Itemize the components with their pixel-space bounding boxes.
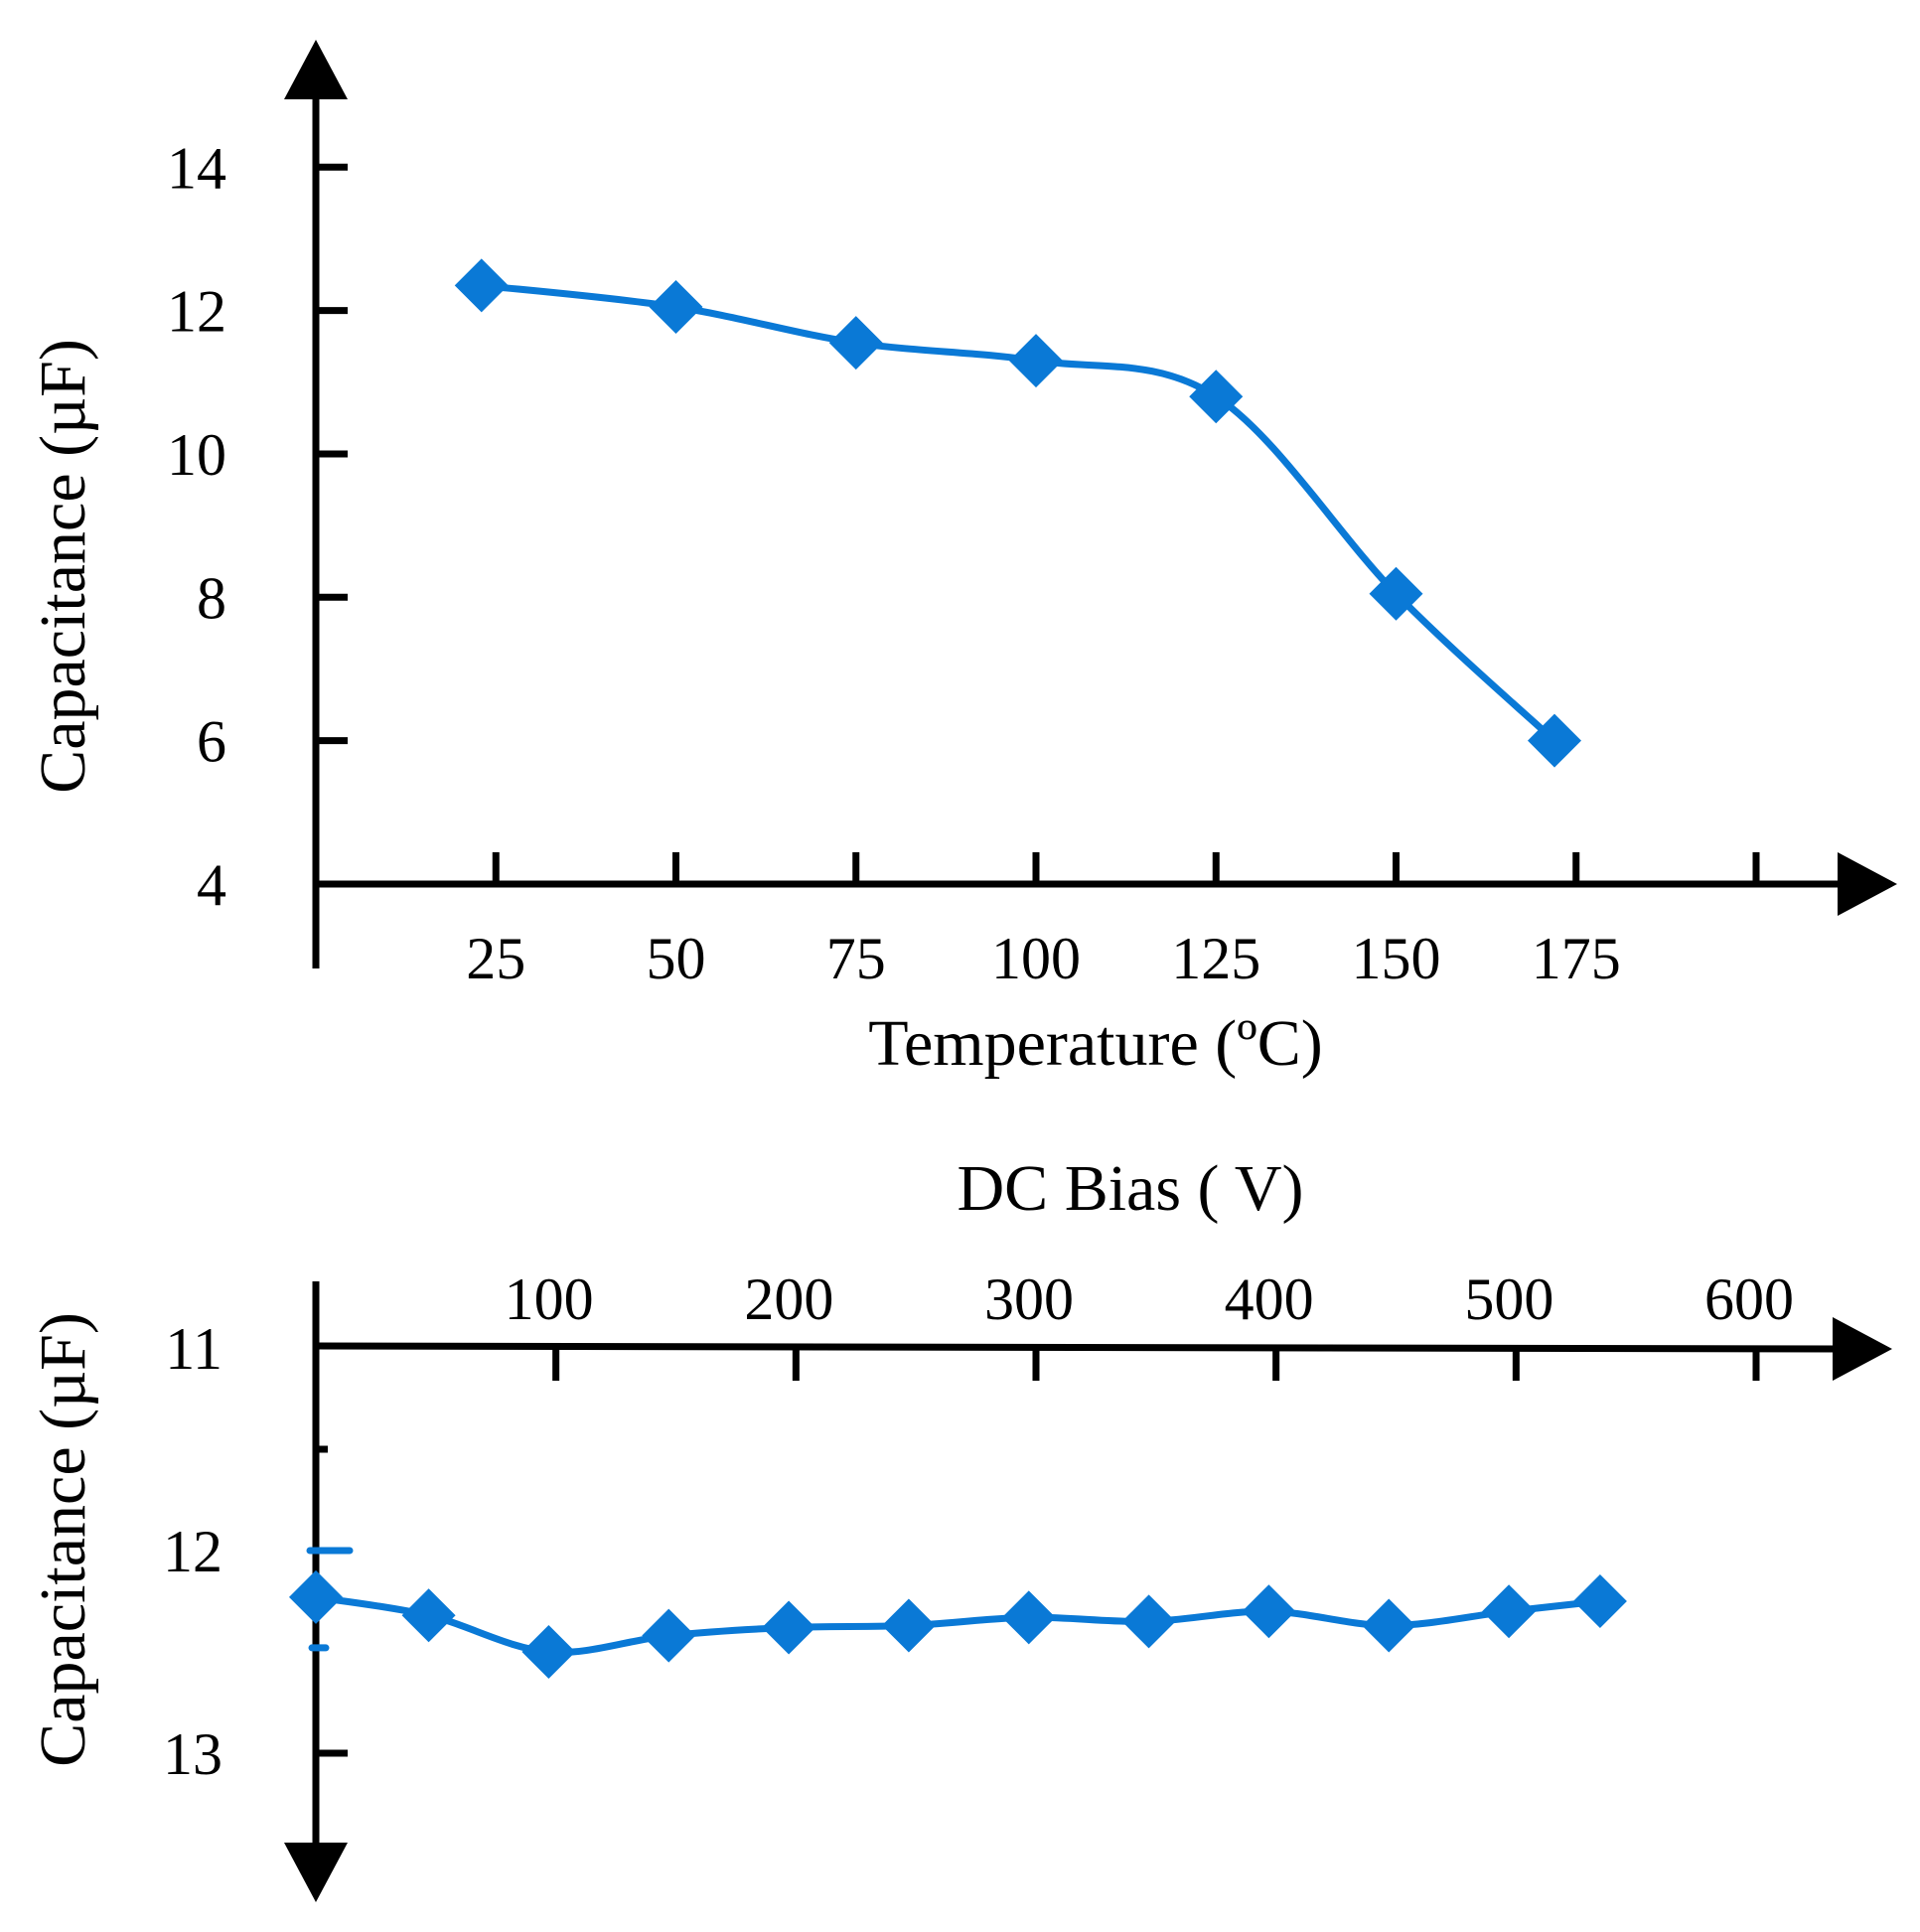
- temp-y-axis-arrow: [284, 40, 348, 99]
- bias-y-tick-label: 13: [163, 1721, 222, 1787]
- bias-x-tick-label: 100: [505, 1266, 594, 1332]
- bias-series-points: [289, 1547, 1627, 1679]
- temp-series-points: [454, 258, 1581, 768]
- bias-y-tick-label: 12: [163, 1519, 222, 1584]
- bias-point-6: [1001, 1590, 1056, 1645]
- dc-bias-chart: 11 12 13 100 200 300 400 500 600 DC Bias ( V) C…: [27, 1152, 1892, 1902]
- bias-x-tick-label: 600: [1704, 1266, 1794, 1332]
- bias-point-4: [762, 1600, 816, 1655]
- bias-y-axis-arrow: [284, 1843, 348, 1902]
- temp-y-tick-label: 4: [197, 852, 226, 918]
- temp-y-axis-title: Capacitance (µF): [27, 339, 99, 794]
- temp-y-tick-label: 12: [167, 279, 226, 345]
- temp-point-1: [649, 280, 703, 334]
- bias-point-11: [1572, 1574, 1627, 1628]
- temp-point-3: [1009, 334, 1063, 388]
- bias-point-9: [1362, 1598, 1416, 1653]
- bias-y-axis-title: Capacitance (µF): [27, 1312, 99, 1767]
- bias-point-3: [642, 1608, 696, 1663]
- temp-y-tick-label: 14: [167, 135, 226, 201]
- bias-y-ticks: 11 12 13: [163, 1316, 348, 1787]
- bias-x-axis-arrow: [1833, 1317, 1892, 1381]
- bias-point-1: [401, 1588, 456, 1643]
- bias-point-8: [1242, 1584, 1296, 1639]
- bias-x-tick-label: 500: [1464, 1266, 1553, 1332]
- bias-point-10: [1482, 1584, 1537, 1639]
- bias-x-tick-label: 200: [744, 1266, 833, 1332]
- temp-point-2: [828, 316, 883, 371]
- temp-point-0: [454, 258, 509, 313]
- bias-x-tick-label: 300: [984, 1266, 1074, 1332]
- bias-x-axis: [315, 1342, 1844, 1353]
- temp-point-4: [1189, 370, 1244, 424]
- bias-x-ticks: 100 200 300 400 500 600: [505, 1266, 1794, 1381]
- temp-x-axis-arrow: [1838, 852, 1897, 916]
- temp-point-6: [1528, 713, 1581, 768]
- temp-x-tick-label: 100: [991, 926, 1081, 991]
- temp-x-tick-label: 75: [826, 926, 886, 991]
- bias-point-2: [521, 1625, 576, 1679]
- bias-x-tick-label: 400: [1225, 1266, 1314, 1332]
- temp-x-tick-label: 125: [1171, 926, 1260, 991]
- temp-x-tick-label: 50: [647, 926, 706, 991]
- temp-x-tick-label: 25: [466, 926, 525, 991]
- bias-point-7: [1121, 1594, 1176, 1649]
- temperature-chart: 4 6 8 10 12 14 25 50 75 100 125 150 175 Temperature…: [27, 40, 1897, 1080]
- temp-x-tick-label: 150: [1352, 926, 1441, 991]
- temp-x-tick-label: 175: [1532, 926, 1621, 991]
- bias-y-tick-label: 11: [165, 1316, 222, 1382]
- temp-y-tick-label: 10: [167, 422, 226, 488]
- bias-point-5: [881, 1598, 936, 1653]
- temp-x-axis-title: Temperature (ºC): [868, 1007, 1322, 1080]
- bias-point-0: [289, 1569, 343, 1624]
- temp-x-ticks: 25 50 75 100 125 150 175: [466, 852, 1760, 991]
- temp-y-ticks: 4 6 8 10 12 14: [167, 135, 348, 918]
- temp-y-tick-label: 8: [197, 565, 226, 631]
- bias-x-axis-title: DC Bias ( V): [958, 1152, 1304, 1225]
- temp-y-tick-label: 6: [197, 709, 226, 775]
- temp-point-5: [1369, 566, 1423, 621]
